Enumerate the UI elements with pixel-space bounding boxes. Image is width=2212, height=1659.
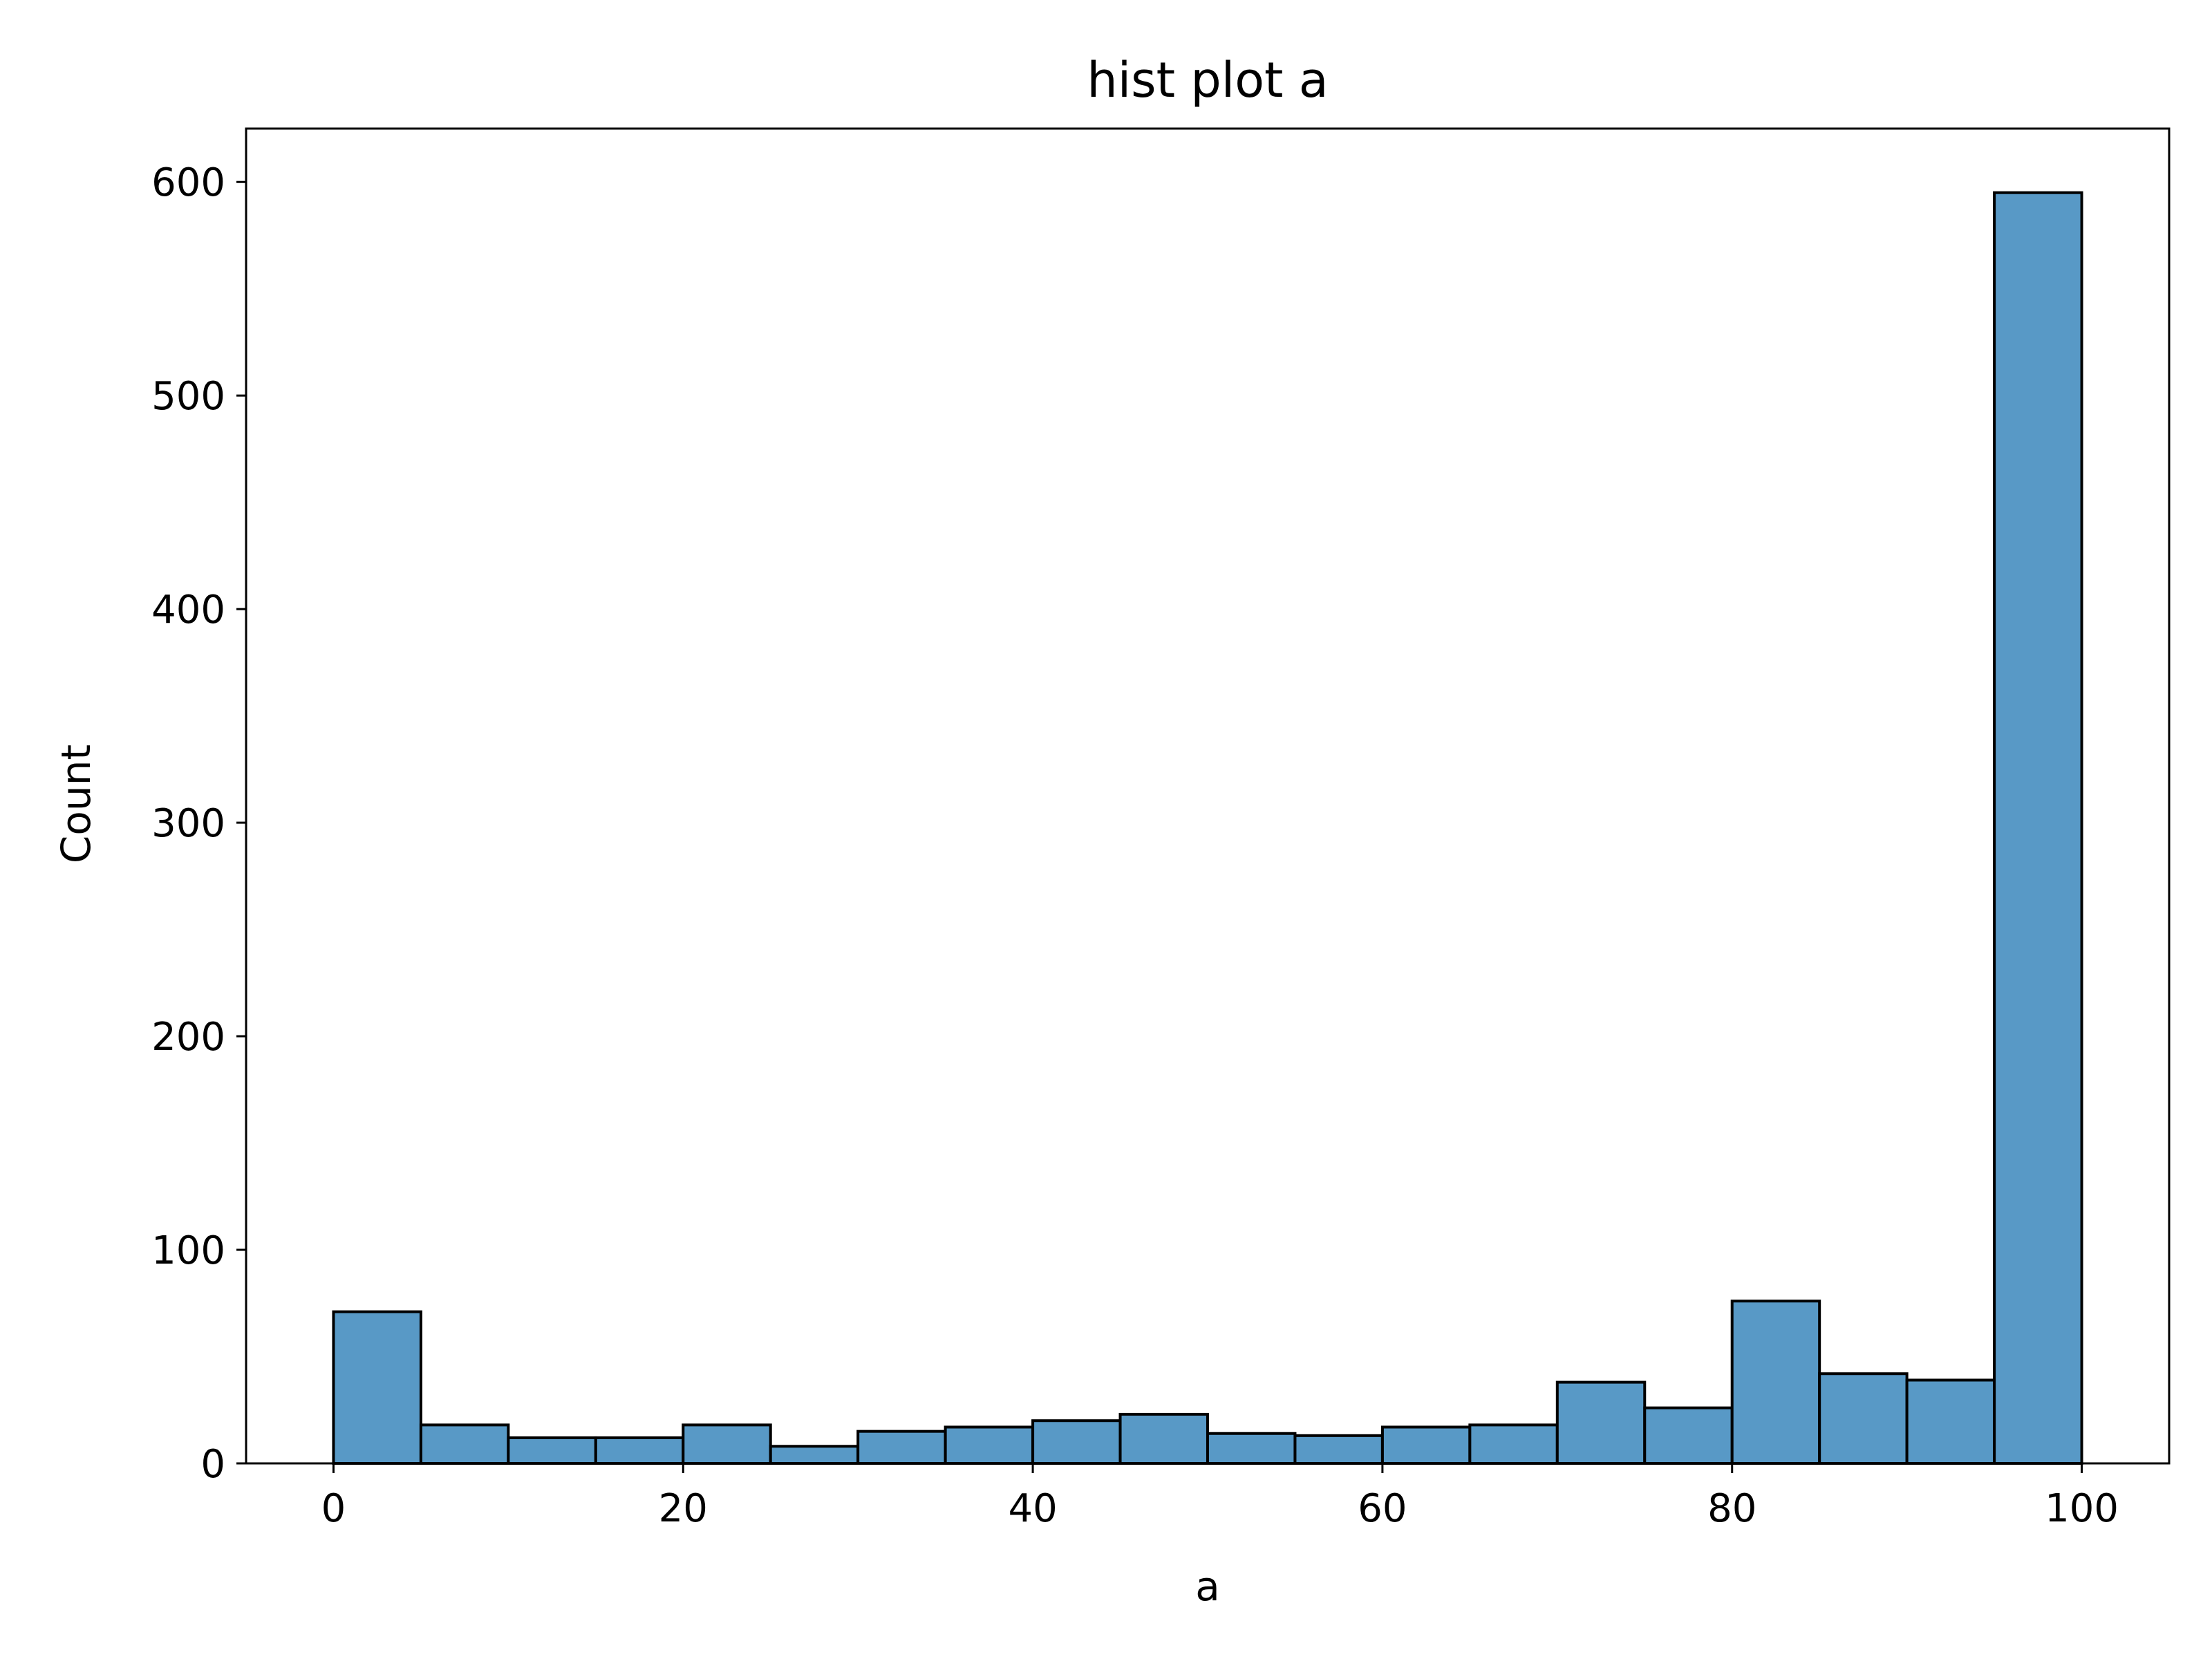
histogram-bar: [419, 1423, 510, 1465]
histogram-bar: [1031, 1419, 1122, 1465]
histogram-bar: [1380, 1425, 1472, 1465]
y-tick-label: 100: [151, 1228, 225, 1273]
y-tick-label: 300: [151, 801, 225, 846]
histogram-bar: [1643, 1406, 1734, 1465]
histogram-bar: [1468, 1423, 1559, 1465]
histogram-bar: [1555, 1380, 1647, 1465]
histogram-bar: [856, 1430, 947, 1465]
histogram-bar: [944, 1425, 1035, 1465]
chart-title: hist plot a: [1087, 52, 1328, 109]
x-tick-label: 60: [1358, 1486, 1407, 1531]
y-ticks: 0 100 200 300 400 500 600: [151, 160, 246, 1487]
x-tick-label: 40: [1008, 1486, 1057, 1531]
y-tick-label: 600: [151, 160, 225, 205]
y-axis-label: Count: [53, 744, 100, 863]
histogram-bar: [1293, 1434, 1384, 1465]
plot-frame: [245, 127, 2171, 1465]
histogram-bar: [682, 1423, 772, 1465]
bars-layer: [332, 191, 2083, 1465]
y-tick-label: 400: [151, 588, 225, 632]
x-axis-label: a: [1195, 1563, 1220, 1610]
x-tick-label: 80: [1707, 1486, 1756, 1531]
x-tick-label: 20: [659, 1486, 708, 1531]
histogram-bar: [1905, 1378, 1996, 1465]
histogram-bar: [769, 1445, 860, 1465]
histogram-bar: [507, 1436, 597, 1465]
histogram-bar: [594, 1436, 685, 1465]
y-tick-label: 200: [151, 1015, 225, 1060]
histogram-bar: [1730, 1300, 1821, 1465]
histogram-bar: [1206, 1432, 1297, 1465]
histogram-bar: [1818, 1372, 1909, 1465]
x-tick-label: 100: [2045, 1486, 2119, 1531]
histogram-bar: [332, 1310, 422, 1465]
x-ticks: 0 20 40 60 80 100: [321, 1463, 2119, 1531]
y-tick-label: 0: [200, 1442, 225, 1487]
histogram-bar: [1993, 191, 2083, 1465]
x-tick-label: 0: [321, 1486, 346, 1531]
histogram-bar: [1118, 1412, 1209, 1465]
y-tick-label: 500: [151, 374, 225, 419]
